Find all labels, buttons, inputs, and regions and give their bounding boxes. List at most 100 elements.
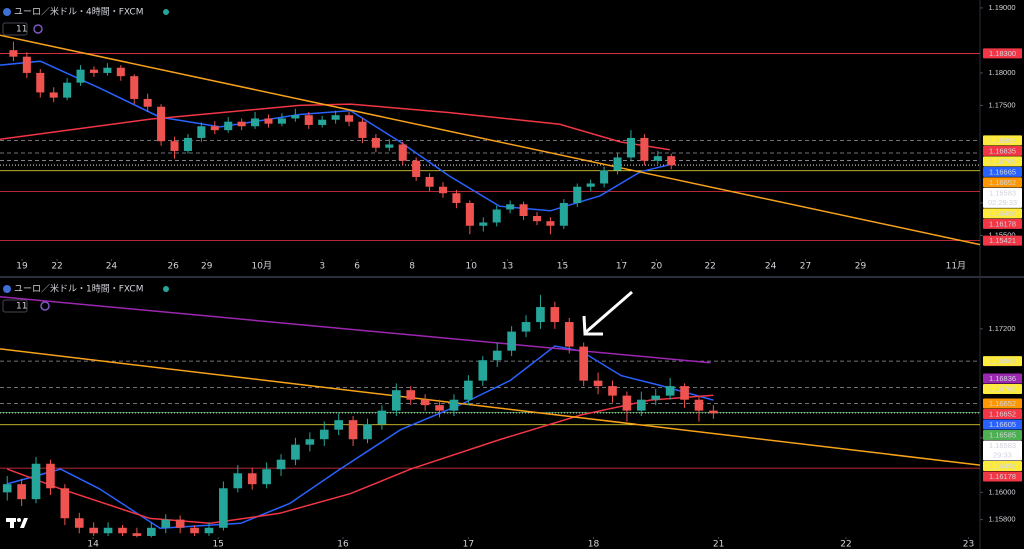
price-tag [983, 166, 1022, 177]
price-tag [983, 48, 1022, 59]
candle-body [60, 488, 70, 519]
price-tag-label: 1.16665 [989, 167, 1016, 176]
candle-body [680, 386, 689, 400]
price-tag [983, 145, 1022, 156]
candle-body [586, 183, 595, 187]
candle-body [564, 322, 574, 347]
status-dot [163, 286, 169, 292]
candle-body [521, 322, 531, 332]
x-tick-label: 29 [855, 262, 867, 272]
candle-body [319, 429, 329, 440]
candle-body [237, 121, 246, 127]
price-tag-label: 1.16583 [989, 188, 1016, 197]
candle-body [507, 331, 516, 351]
candle-body [262, 469, 271, 485]
price-tag [983, 430, 1022, 441]
candle-body [161, 519, 171, 528]
price-tag-label: 1.18300 [989, 49, 1016, 58]
candle-body [130, 76, 139, 99]
candle-body [103, 527, 113, 534]
price-tag-label: 1.16769 [989, 157, 1016, 166]
candle-body [425, 176, 434, 187]
y-tick-label: 1.17500 [988, 100, 1015, 109]
candle-body [318, 119, 327, 125]
price-tag [983, 471, 1022, 482]
indicator-toggle[interactable] [2, 299, 28, 313]
candle-body [76, 69, 85, 83]
x-tick-label: 29 [201, 262, 213, 272]
candle-body [371, 137, 380, 148]
candle-body [667, 156, 676, 166]
candle-body [478, 360, 488, 381]
candle-body [637, 399, 646, 411]
candle-body [412, 160, 421, 177]
candle-body [348, 420, 358, 440]
candle-body [492, 350, 502, 361]
x-tick-label: 17 [616, 262, 627, 272]
price-tag-label: 1.16605 [989, 420, 1016, 429]
candle-body [233, 473, 243, 489]
candle-body [398, 144, 407, 161]
price-tag-label: 1.16835 [989, 146, 1016, 155]
x-tick-label: 15 [212, 540, 223, 549]
price-tag [983, 208, 1022, 219]
price-tag-label: 1.16652 [989, 399, 1016, 408]
candle-body [420, 399, 430, 406]
candle-body [709, 410, 718, 414]
indicator-toggle[interactable] [2, 22, 28, 36]
candle-body [197, 126, 206, 138]
symbol-icon [3, 8, 11, 16]
candle-body [536, 307, 545, 323]
candle-body [157, 106, 166, 142]
price-tag-label: 1.16496 [989, 462, 1016, 471]
candle-body [665, 386, 675, 396]
x-tick-label: 22 [51, 262, 62, 272]
candle-body [143, 98, 152, 107]
x-tick-label: 8 [409, 262, 415, 272]
y-tick-label: 1.19000 [988, 3, 1015, 12]
indicator-line [0, 295, 711, 364]
price-tag-label: 1.16963 [989, 357, 1016, 366]
price-tag-label: 1.15421 [989, 236, 1016, 245]
candle-body [224, 121, 233, 131]
candle-body [276, 459, 286, 470]
price-tag [983, 187, 1022, 208]
candle-body [31, 463, 41, 500]
candle-body [89, 527, 98, 534]
x-tick-label: 3 [319, 262, 325, 272]
candle-body [305, 439, 315, 445]
chart-title: ユーロ／米ドル・1時間・FXCM [14, 283, 143, 295]
candle-body [532, 215, 542, 222]
candle-body [358, 121, 367, 138]
candle-body [118, 527, 127, 534]
price-tag [983, 419, 1022, 430]
x-tick-label: 11月 [946, 261, 966, 272]
x-tick-label: 18 [588, 540, 600, 549]
price-tag-label: 1.16769 [989, 384, 1016, 393]
visibility-icon[interactable] [40, 301, 50, 311]
x-tick-label: 6 [354, 262, 360, 272]
x-tick-label: 10月 [252, 261, 272, 272]
candle-body [465, 202, 474, 226]
candle-body [608, 386, 617, 396]
x-tick-label: 16 [337, 540, 349, 549]
price-tag [983, 135, 1022, 146]
candle-body [251, 118, 260, 127]
candle-body [103, 67, 112, 73]
price-tag-label: 1.16583 [989, 441, 1016, 450]
indicator-count: 11 [16, 25, 27, 35]
price-tag [983, 235, 1022, 246]
price-tag-label: 1.16178 [989, 219, 1016, 228]
candle-body [210, 126, 219, 131]
price-tag-label: 1.16836 [989, 374, 1016, 383]
x-tick-label: 24 [765, 262, 777, 272]
x-tick-label: 24 [106, 262, 118, 272]
candle-body [204, 527, 214, 534]
candle-body [22, 56, 31, 73]
status-dot [163, 9, 169, 15]
visibility-icon[interactable] [33, 24, 43, 34]
candle-body [449, 399, 459, 411]
candle-body [626, 137, 635, 158]
candle-body [175, 519, 185, 528]
